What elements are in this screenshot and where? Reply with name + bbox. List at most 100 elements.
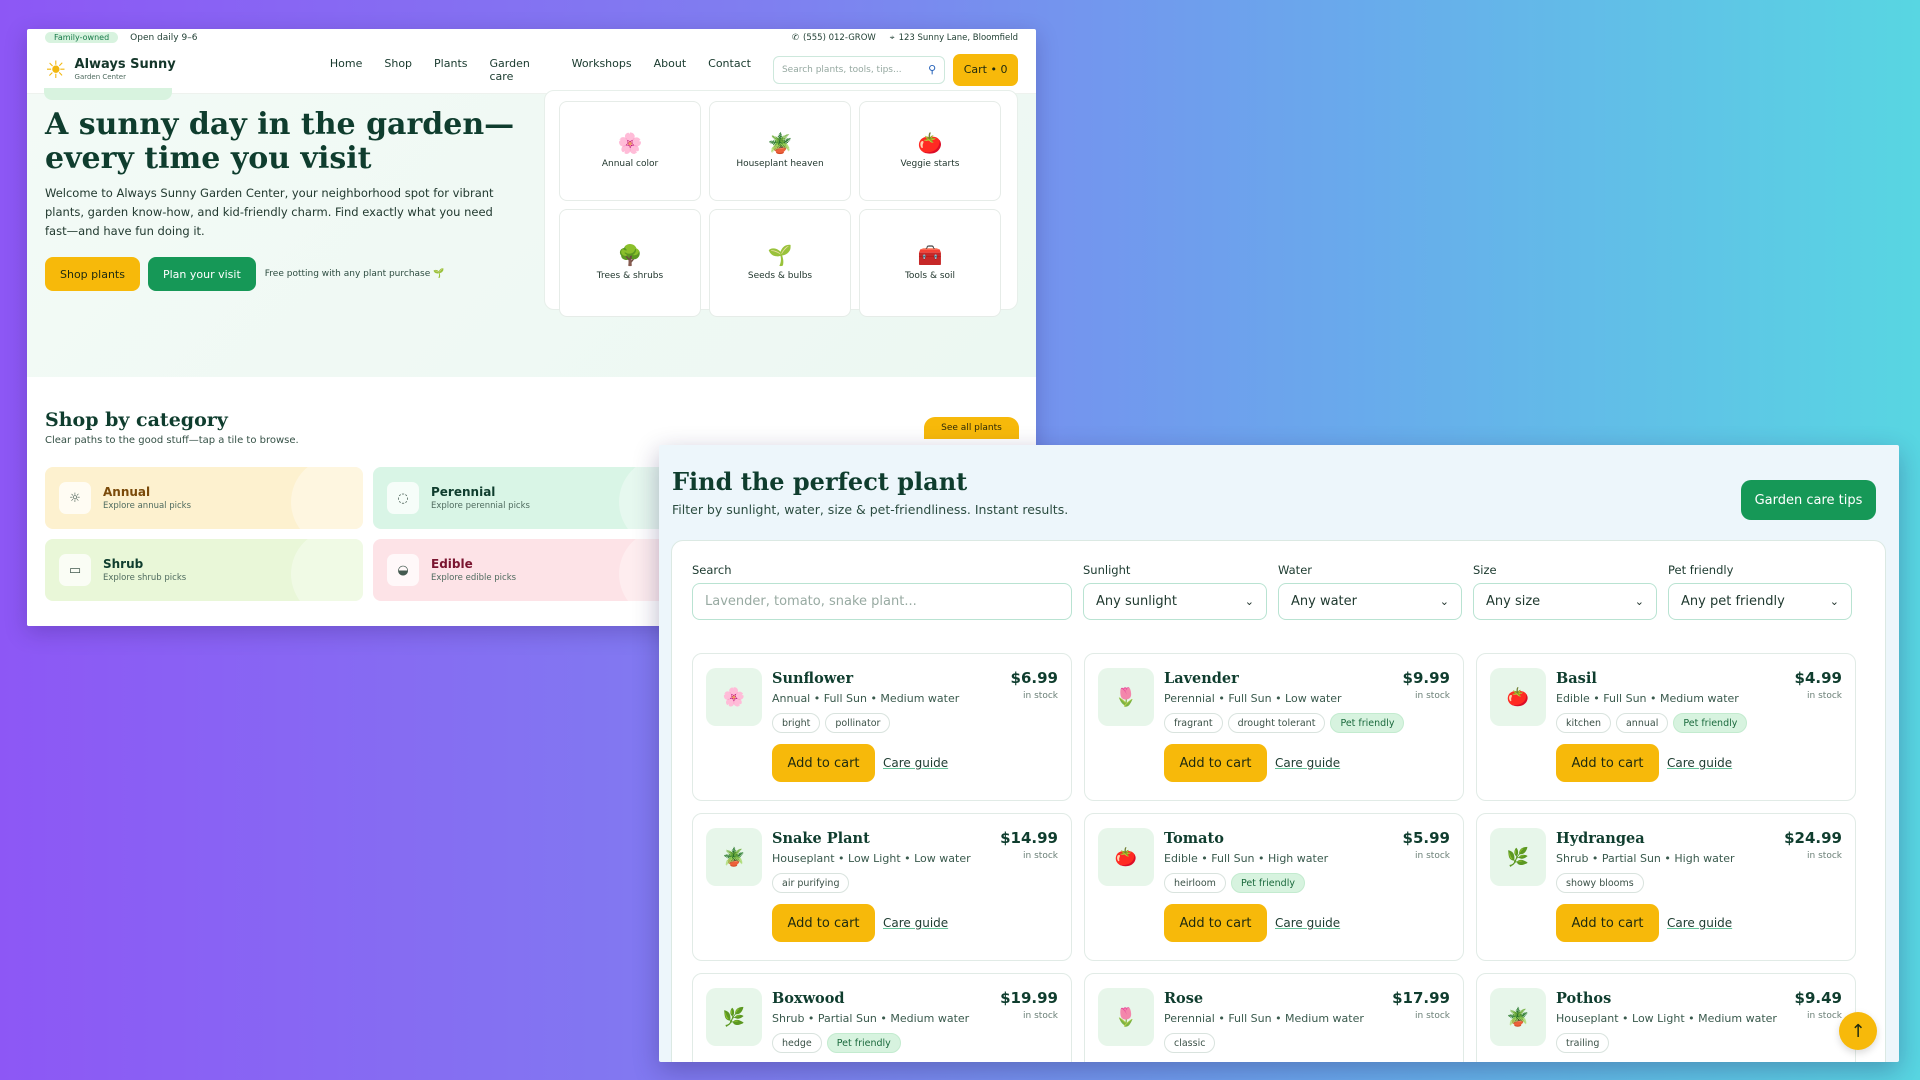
- product-tags: kitchen annual Pet friendly: [1556, 713, 1748, 733]
- plant-search-input[interactable]: Lavender, tomato, snake plant...: [692, 583, 1072, 620]
- plant-thumbnail-icon: 🪴: [706, 828, 762, 886]
- product-card[interactable]: 🍅 Tomato Edible • Full Sun • High water …: [1084, 813, 1464, 961]
- category-title: Annual: [103, 485, 151, 499]
- seedling-icon: 🌱: [767, 243, 793, 267]
- tile-label: Trees & shrubs: [596, 271, 664, 281]
- scroll-to-top-button[interactable]: ↑: [1839, 1012, 1877, 1050]
- pet-friendly-tag: Pet friendly: [1673, 713, 1748, 733]
- care-guide-link[interactable]: Care guide: [883, 756, 949, 770]
- add-to-cart-button[interactable]: Add to cart: [1556, 744, 1659, 782]
- add-to-cart-button[interactable]: Add to cart: [772, 744, 875, 782]
- top-info-bar: Family-owned Open daily 9–6 ✆ (555) 012-…: [27, 29, 1036, 46]
- category-card-shrub[interactable]: ▭ Shrub Explore shrub picks: [45, 539, 363, 601]
- product-card[interactable]: 🌸 Sunflower Annual • Full Sun • Medium w…: [692, 653, 1072, 801]
- product-price: $24.99: [1784, 829, 1842, 847]
- pet-friendly-select[interactable]: Any pet friendly ⌄: [1668, 583, 1852, 620]
- shop-plants-button[interactable]: Shop plants: [45, 257, 140, 291]
- product-name: Boxwood: [772, 990, 845, 1007]
- tile-houseplant-heaven[interactable]: 🪴 Houseplant heaven: [709, 101, 851, 201]
- hero-section: A sunny day in the garden—every time you…: [27, 88, 1036, 377]
- add-to-cart-button[interactable]: Add to cart: [1164, 744, 1267, 782]
- product-price: $14.99: [1000, 829, 1058, 847]
- tile-tools-soil[interactable]: 🧰 Tools & soil: [859, 209, 1001, 317]
- chevron-down-icon: ⌄: [1829, 595, 1839, 608]
- tile-seeds-bulbs[interactable]: 🌱 Seeds & bulbs: [709, 209, 851, 317]
- product-card[interactable]: 🪴 Snake Plant Houseplant • Low Light • L…: [692, 813, 1072, 961]
- product-tag: classic: [1164, 1033, 1216, 1053]
- nav-garden-care[interactable]: Garden care: [489, 56, 530, 83]
- nav-home[interactable]: Home: [329, 56, 363, 70]
- product-meta: Edible • Full Sun • Medium water: [1556, 692, 1739, 705]
- product-name: Tomato: [1164, 830, 1224, 847]
- category-card-perennial[interactable]: ◌ Perennial Explore perennial picks: [373, 467, 691, 529]
- product-meta: Shrub • Partial Sun • High water: [1556, 852, 1735, 865]
- stock-status: in stock: [1023, 851, 1058, 861]
- category-card-annual[interactable]: ☼ Annual Explore annual picks: [45, 467, 363, 529]
- care-guide-link[interactable]: Care guide: [1275, 916, 1341, 930]
- product-card[interactable]: 🌿 Boxwood Shrub • Partial Sun • Medium w…: [692, 973, 1072, 1062]
- tile-trees-shrubs[interactable]: 🌳 Trees & shrubs: [559, 209, 701, 317]
- add-to-cart-button[interactable]: Add to cart: [772, 904, 875, 942]
- see-all-plants-button[interactable]: See all plants: [924, 417, 1019, 439]
- plant-finder-title: Find the perfect plant: [672, 467, 968, 496]
- product-price: $4.99: [1794, 669, 1842, 687]
- nav-shop[interactable]: Shop: [384, 56, 413, 70]
- care-guide-link[interactable]: Care guide: [1275, 756, 1341, 770]
- product-card[interactable]: 🍅 Basil Edible • Full Sun • Medium water…: [1476, 653, 1856, 801]
- tile-veggie-starts[interactable]: 🍅 Veggie starts: [859, 101, 1001, 201]
- care-guide-link[interactable]: Care guide: [883, 916, 949, 930]
- tomato-icon: 🍅: [917, 131, 943, 155]
- plant-thumbnail-icon: 🌿: [706, 988, 762, 1046]
- product-tag: kitchen: [1556, 713, 1611, 733]
- nav-workshops[interactable]: Workshops: [571, 56, 632, 70]
- product-card[interactable]: 🪴 Pothos Houseplant • Low Light • Medium…: [1476, 973, 1856, 1062]
- category-sub: Explore perennial picks: [431, 501, 530, 511]
- garden-care-tips-button[interactable]: Garden care tips: [1741, 480, 1876, 520]
- category-card-edible[interactable]: ◒ Edible Explore edible picks: [373, 539, 691, 601]
- product-meta: Perennial • Full Sun • Medium water: [1164, 1012, 1364, 1025]
- product-meta: Shrub • Partial Sun • Medium water: [772, 1012, 970, 1025]
- category-tiles-panel: 🌸 Annual color 🪴 Houseplant heaven 🍅 Veggie…: [544, 90, 1018, 317]
- product-name: Basil: [1556, 670, 1597, 687]
- phone-icon: ✆: [791, 32, 800, 43]
- phone-text: (555) 012-GROW: [803, 32, 876, 43]
- product-tag: bright: [772, 713, 821, 733]
- product-name: Hydrangea: [1556, 830, 1645, 847]
- sun-icon: ☼: [59, 482, 91, 514]
- product-name: Pothos: [1556, 990, 1612, 1007]
- product-card[interactable]: 🌷 Lavender Perennial • Full Sun • Low wa…: [1084, 653, 1464, 801]
- search-filter: Search Lavender, tomato, snake plant...: [692, 563, 1072, 620]
- nav-contact[interactable]: Contact: [708, 56, 751, 70]
- plan-visit-button[interactable]: Plan your visit: [147, 257, 256, 291]
- phone-info[interactable]: ✆ (555) 012-GROW: [792, 33, 876, 43]
- nav-about[interactable]: About: [653, 56, 687, 70]
- add-to-cart-button[interactable]: Add to cart: [1556, 904, 1659, 942]
- product-tags: trailing: [1556, 1033, 1610, 1053]
- cart-button[interactable]: Cart • 0: [953, 53, 1018, 86]
- tile-annual-color[interactable]: 🌸 Annual color: [559, 101, 701, 201]
- tile-label: Seeds & bulbs: [747, 271, 813, 281]
- care-guide-link[interactable]: Care guide: [1667, 756, 1733, 770]
- product-card[interactable]: 🌿 Hydrangea Shrub • Partial Sun • High w…: [1476, 813, 1856, 961]
- plant-thumbnail-icon: 🌸: [706, 668, 762, 726]
- stock-status: in stock: [1023, 691, 1058, 701]
- site-search-input[interactable]: Search plants, tools, tips... ⚲: [772, 55, 946, 84]
- care-guide-link[interactable]: Care guide: [1667, 916, 1733, 930]
- plant-finder-subtitle: Filter by sunlight, water, size & pet-fr…: [672, 502, 1069, 517]
- product-card[interactable]: 🌷 Rose Perennial • Full Sun • Medium wat…: [1084, 973, 1464, 1062]
- plant-thumbnail-icon: 🍅: [1490, 668, 1546, 726]
- nav-plants[interactable]: Plants: [434, 56, 468, 70]
- product-tags: air purifying: [772, 873, 850, 893]
- potting-note: Free potting with any plant purchase 🌱: [264, 269, 445, 279]
- sunlight-select[interactable]: Any sunlight ⌄: [1083, 583, 1267, 620]
- sunlight-value: Any sunlight: [1096, 594, 1178, 609]
- logo[interactable]: ☀ Always Sunny Garden Center: [45, 58, 330, 82]
- search-icon[interactable]: ⚲: [928, 63, 937, 76]
- nav-links: Home Shop Plants Garden care Workshops A…: [330, 57, 751, 83]
- size-select[interactable]: Any size ⌄: [1473, 583, 1657, 620]
- add-to-cart-button[interactable]: Add to cart: [1164, 904, 1267, 942]
- category-sub: Explore annual picks: [103, 501, 192, 511]
- plant-thumbnail-icon: 🌿: [1490, 828, 1546, 886]
- category-title: Shrub: [103, 557, 144, 571]
- water-select[interactable]: Any water ⌄: [1278, 583, 1462, 620]
